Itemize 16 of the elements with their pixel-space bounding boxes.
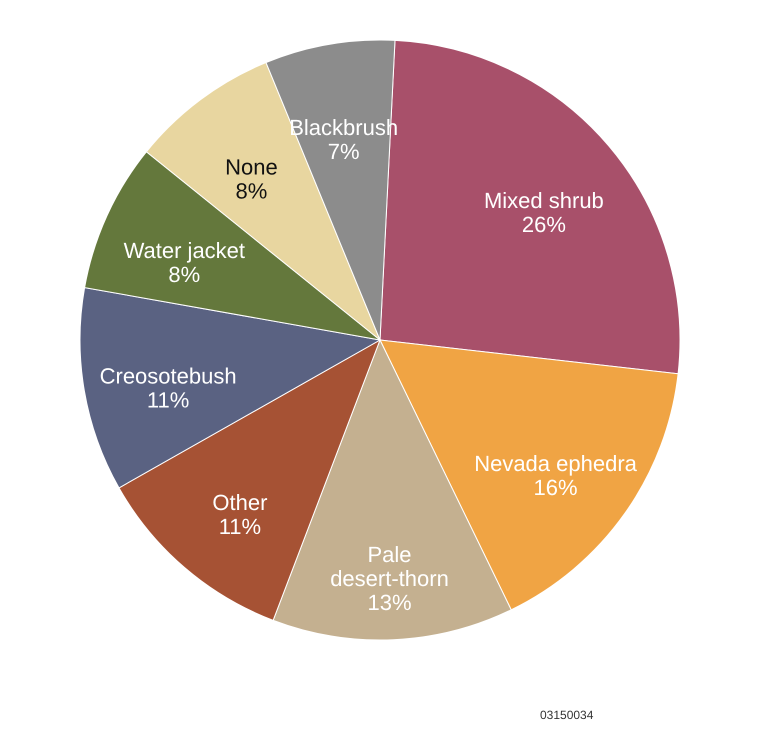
data-label: 8% <box>236 178 268 204</box>
slice-label: Water jacket <box>124 238 246 263</box>
slice-label: Nevada ephedra <box>474 451 638 476</box>
data-label: 7% <box>328 139 360 164</box>
data-label: 13% <box>367 590 412 615</box>
data-label: 11% <box>146 387 190 412</box>
slice-label: Creosotebush <box>100 363 237 388</box>
slice-label: Mixed shrub <box>484 188 604 213</box>
slice-label: Pale desert-thorn <box>330 542 449 591</box>
text: 03150034 <box>540 708 594 722</box>
slice-label: None <box>225 154 278 180</box>
slice-label: Other <box>212 490 268 516</box>
data-label: 11% <box>218 514 262 540</box>
data-label: 8% <box>168 262 200 287</box>
data-label: 16% <box>534 475 578 500</box>
data-label: 26% <box>522 212 566 237</box>
